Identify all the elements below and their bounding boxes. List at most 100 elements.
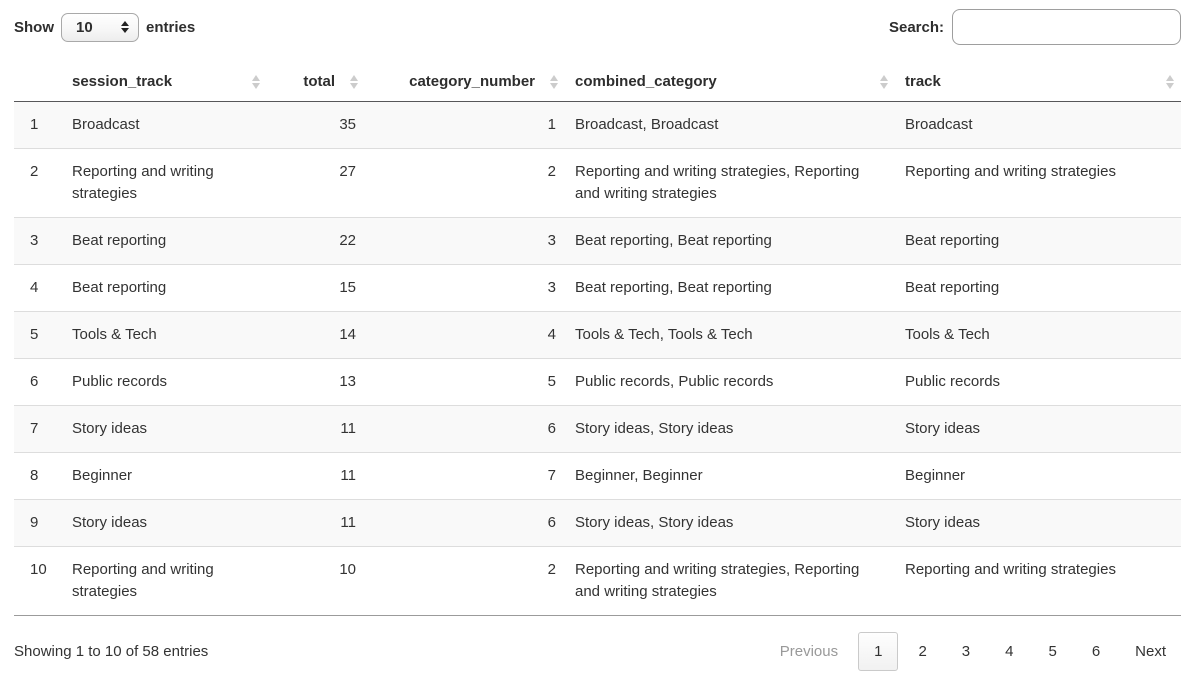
cell-row_index: 2 — [14, 148, 62, 218]
cell-category_number: 6 — [365, 405, 565, 453]
cell-row_index: 1 — [30, 116, 39, 133]
cell-session_track: Broadcast — [72, 116, 140, 133]
table-row: 6 Public records 13 5 Public records, Public… — [14, 358, 1181, 406]
cell-total: 11 — [267, 452, 365, 500]
cell-track: Broadcast — [905, 116, 973, 133]
column-header-track[interactable]: track — [895, 62, 1181, 102]
cell-row_index: 7 — [14, 405, 62, 453]
table-row: 4 Beat reporting 15 3 Beat reporting, Beat r… — [14, 264, 1181, 312]
cell-category_number: 1 — [547, 116, 556, 133]
cell-track: Public records — [895, 358, 1181, 406]
page-button-2[interactable]: 2 — [918, 642, 927, 660]
cell-combined_category: Tools & Tech, Tools & Tech — [565, 311, 895, 359]
cell-session_track: Tools & Tech — [62, 311, 267, 359]
search-label: Search: — [888, 18, 944, 36]
cell-total: 15 — [267, 264, 365, 312]
pagination-pages: 1 2 3 4 5 6 — [853, 631, 1115, 671]
cell-category_number: 2 — [365, 546, 565, 616]
cell-row_index: 8 — [14, 452, 62, 500]
table-row: 3 Beat reporting 22 3 Beat reporting, Beat r… — [14, 217, 1181, 265]
cell-session_track: Reporting and writing strategies — [62, 546, 267, 616]
cell-category_number: 2 — [365, 148, 565, 218]
cell-total: 11 — [267, 499, 365, 547]
table-footer: Showing 1 to 10 of 58 entries Previous 1… — [14, 629, 1181, 673]
cell-track: Beginner — [895, 452, 1181, 500]
cell-session_track: Reporting and writing strategies — [62, 148, 267, 218]
sort-both-icon — [550, 74, 558, 89]
cell-total: 35 — [339, 116, 356, 133]
entries-info: Showing 1 to 10 of 58 entries — [14, 642, 209, 660]
cell-combined_category: Story ideas, Story ideas — [565, 405, 895, 453]
table-row: 9 Story ideas 11 6 Story ideas, Story ideas S… — [14, 499, 1181, 547]
page-size-select[interactable]: 10 — [61, 12, 139, 42]
datatable-widget: Show 10 entries Search: session_track — [14, 0, 1181, 673]
cell-combined_category: Public records, Public records — [565, 358, 895, 406]
cell-category_number: 4 — [365, 311, 565, 359]
cell-combined_category: Reporting and writing strategies, Report… — [565, 546, 895, 616]
sort-both-icon — [1166, 74, 1174, 89]
table-controls: Show 10 entries Search: — [14, 8, 1181, 46]
cell-session_track: Beat reporting — [62, 217, 267, 265]
pagination: Previous 1 2 3 4 5 6 Next — [760, 631, 1181, 671]
cell-total: 13 — [267, 358, 365, 406]
cell-category_number: 7 — [365, 452, 565, 500]
previous-page-button[interactable]: Previous — [779, 642, 839, 660]
table-row: 7 Story ideas 11 6 Story ideas, Story ideas S… — [14, 405, 1181, 453]
cell-track: Story ideas — [895, 499, 1181, 547]
page-button-6[interactable]: 6 — [1091, 642, 1101, 660]
cell-total: 10 — [267, 546, 365, 616]
cell-row_index: 3 — [14, 217, 62, 265]
cell-session_track: Story ideas — [62, 499, 267, 547]
column-header-category-number[interactable]: category_number — [365, 62, 565, 102]
column-header-session-track[interactable]: session_track — [62, 62, 267, 102]
column-label: total — [303, 73, 335, 90]
page-button-3[interactable]: 3 — [961, 642, 971, 660]
column-label: session_track — [72, 73, 173, 90]
page-button-1[interactable]: 1 — [858, 631, 899, 671]
cell-combined_category: Broadcast, Broadcast — [575, 116, 719, 133]
cell-category_number: 3 — [365, 217, 565, 265]
table-row: 1 Broadcast 35 1 Broadcast, Broadcast Broadca… — [14, 101, 1181, 149]
cell-category_number: 6 — [365, 499, 565, 547]
entries-label: entries — [146, 18, 196, 36]
sort-both-icon — [350, 74, 358, 89]
search-input[interactable] — [952, 9, 1181, 45]
cell-combined_category: Beat reporting, Beat reporting — [565, 217, 895, 265]
cell-track: Reporting and writing strategies — [895, 148, 1181, 218]
table-header: session_track total category_number comb… — [14, 62, 1181, 102]
column-header-index — [14, 62, 62, 102]
cell-track: Tools & Tech — [895, 311, 1181, 359]
cell-combined_category: Beat reporting, Beat reporting — [565, 264, 895, 312]
next-page-button[interactable]: Next — [1135, 642, 1166, 660]
cell-session_track: Beginner — [62, 452, 267, 500]
cell-track: Beat reporting — [895, 264, 1181, 312]
cell-row_index: 9 — [14, 499, 62, 547]
page-length-control: Show 10 entries — [14, 12, 196, 42]
cell-track: Story ideas — [895, 405, 1181, 453]
cell-combined_category: Story ideas, Story ideas — [565, 499, 895, 547]
cell-total: 27 — [267, 148, 365, 218]
table-row: 5 Tools & Tech 14 4 Tools & Tech, Tools & Te… — [14, 311, 1181, 359]
cell-track: Reporting and writing strategies — [895, 546, 1181, 616]
table-row: 2 Reporting and writing strategies 27 2 Repo… — [14, 148, 1181, 218]
search-control: Search: — [889, 9, 1181, 45]
column-header-combined-category[interactable]: combined_category — [565, 62, 895, 102]
cell-track: Beat reporting — [895, 217, 1181, 265]
page-button-5[interactable]: 5 — [1048, 642, 1057, 660]
cell-session_track: Beat reporting — [62, 264, 267, 312]
data-table: session_track total category_number comb… — [14, 62, 1181, 616]
cell-row_index: 10 — [14, 546, 62, 616]
cell-combined_category: Beginner, Beginner — [565, 452, 895, 500]
cell-session_track: Story ideas — [62, 405, 267, 453]
table-row: 10 Reporting and writing strategies 10 2 Rep… — [14, 546, 1181, 616]
cell-row_index: 4 — [14, 264, 62, 312]
sort-both-icon — [252, 74, 260, 89]
cell-session_track: Public records — [62, 358, 267, 406]
cell-row_index: 6 — [14, 358, 62, 406]
sort-both-icon — [880, 74, 888, 89]
column-label: combined_category — [575, 73, 717, 90]
column-header-total[interactable]: total — [267, 62, 365, 102]
page-button-4[interactable]: 4 — [1005, 642, 1014, 660]
cell-category_number: 5 — [365, 358, 565, 406]
show-label: Show — [14, 18, 54, 36]
